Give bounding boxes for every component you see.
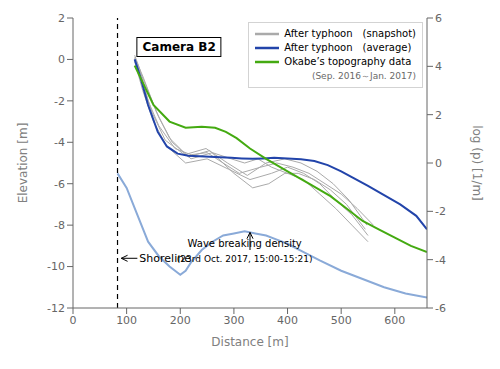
svg-text:-2: -2 xyxy=(54,95,65,108)
svg-text:300: 300 xyxy=(223,314,244,327)
svg-text:0: 0 xyxy=(58,53,65,66)
svg-text:Elevation [m]: Elevation [m] xyxy=(16,123,30,204)
svg-text:2: 2 xyxy=(58,12,65,25)
svg-text:200: 200 xyxy=(170,314,191,327)
svg-text:-10: -10 xyxy=(47,260,65,273)
svg-text:500: 500 xyxy=(331,314,352,327)
svg-text:-8: -8 xyxy=(54,219,65,232)
svg-text:Shoreline: Shoreline xyxy=(139,251,191,265)
html-text:After typhoon (snapshot): After typhoon (snapshot) xyxy=(284,28,416,39)
svg-text:100: 100 xyxy=(116,314,137,327)
svg-text:0: 0 xyxy=(435,157,442,170)
html-text:Camera B2: Camera B2 xyxy=(142,39,216,54)
html-text:Okabe’s topography data: Okabe’s topography data xyxy=(284,56,412,67)
svg-text:-6: -6 xyxy=(435,302,446,315)
svg-text:-4: -4 xyxy=(54,136,65,149)
svg-text:-12: -12 xyxy=(47,302,65,315)
svg-text:6: 6 xyxy=(435,12,442,25)
svg-text:log (p) [1/m]: log (p) [1/m] xyxy=(470,125,484,201)
svg-text:Distance [m]: Distance [m] xyxy=(211,335,288,349)
html-text:(Sep. 2016～Jan. 2017): (Sep. 2016～Jan. 2017) xyxy=(311,71,416,81)
svg-text:400: 400 xyxy=(277,314,298,327)
svg-text:(23rd Oct. 2017, 15:00-15:21): (23rd Oct. 2017, 15:00-15:21) xyxy=(177,254,313,264)
svg-text:600: 600 xyxy=(384,314,405,327)
svg-text:Wave breaking density: Wave breaking density xyxy=(188,238,302,249)
svg-text:-2: -2 xyxy=(435,205,446,218)
html-text:After typhoon (average): After typhoon (average) xyxy=(284,42,412,53)
svg-text:2: 2 xyxy=(435,109,442,122)
svg-text:4: 4 xyxy=(435,60,442,73)
svg-text:0: 0 xyxy=(70,314,77,327)
svg-text:-4: -4 xyxy=(435,254,446,267)
svg-text:-6: -6 xyxy=(54,178,65,191)
